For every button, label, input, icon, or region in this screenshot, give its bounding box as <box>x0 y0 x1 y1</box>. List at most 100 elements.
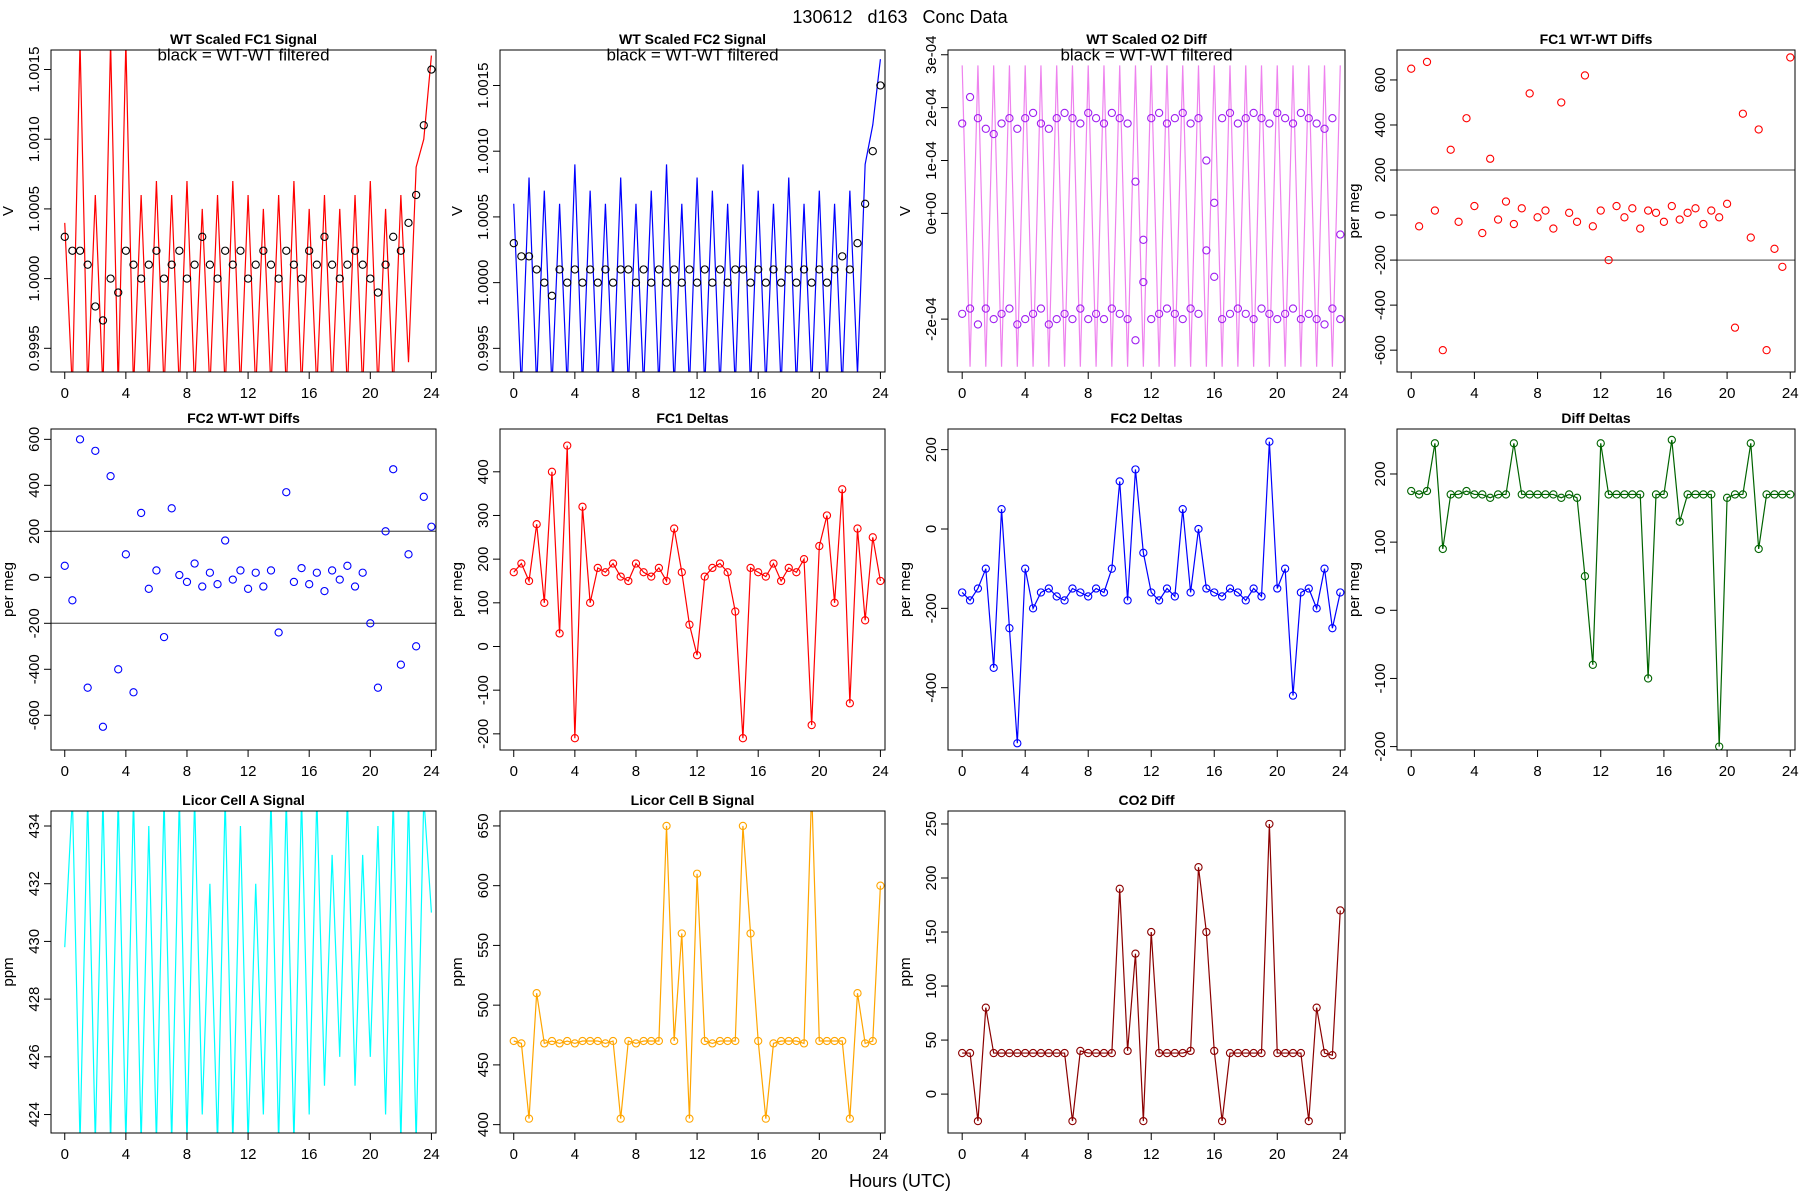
data-point <box>517 1039 526 1048</box>
data-point <box>1131 465 1140 474</box>
data-point <box>1509 439 1519 448</box>
data-point <box>1131 177 1140 186</box>
data-point <box>585 598 595 607</box>
data-point <box>274 628 283 637</box>
data-point <box>358 260 367 269</box>
data-point <box>1021 314 1030 324</box>
data-point <box>715 559 725 568</box>
y-tick-label: -600 <box>26 700 43 730</box>
data-point <box>1438 346 1447 355</box>
data-point <box>396 660 406 669</box>
data-point <box>808 786 815 793</box>
data-point <box>1730 323 1740 332</box>
data-point <box>1691 204 1700 213</box>
x-tick-label: 4 <box>122 385 130 402</box>
y-tick-label: 300 <box>475 503 492 528</box>
data-point <box>1746 439 1755 448</box>
data-point <box>708 1039 717 1048</box>
y-axis-label: per meg <box>0 562 17 617</box>
data-point <box>563 441 572 450</box>
data-point <box>1068 314 1077 324</box>
y-tick-label: 200 <box>26 519 43 544</box>
data-point <box>320 232 329 241</box>
data-point <box>358 568 367 577</box>
data-point <box>1486 154 1495 163</box>
data-point <box>1210 1046 1219 1056</box>
data-point <box>700 572 709 581</box>
data-point <box>1707 490 1716 499</box>
data-point <box>1786 53 1795 62</box>
panel: WT Scaled FC2 Signal V 0 4 8 12 16 20 24 0.9995 1.… <box>449 31 889 402</box>
data-point <box>83 260 92 269</box>
y-tick-label: 1.0005 <box>475 194 492 240</box>
data-point <box>152 566 161 575</box>
y-tick-label: 0 <box>26 573 43 581</box>
data-point <box>389 232 398 241</box>
x-tick-label: 16 <box>1206 1146 1223 1163</box>
data-line <box>1410 439 1791 747</box>
data-point <box>129 260 138 269</box>
x-tick-label: 8 <box>632 385 640 402</box>
data-point <box>1533 490 1542 499</box>
x-tick-label: 20 <box>1719 763 1736 780</box>
data-point <box>1675 517 1684 526</box>
panel-title: FC2 WT-WT Diffs <box>187 410 300 426</box>
x-tick-label: 24 <box>423 1146 440 1163</box>
data-point <box>685 265 694 274</box>
data-point <box>1202 156 1211 165</box>
y-tick-label: 0.9995 <box>26 325 43 371</box>
data-point <box>114 288 123 297</box>
data-point <box>1139 548 1148 557</box>
data-point <box>1099 1048 1109 1058</box>
data-point <box>1296 1048 1306 1058</box>
data-point <box>236 566 245 575</box>
y-tick-label: -200 <box>475 719 492 749</box>
annotation: black = WT-WT filtered <box>157 45 329 64</box>
data-point <box>997 1048 1006 1058</box>
plot-frame <box>499 428 886 751</box>
data-point <box>1462 114 1471 123</box>
data-point <box>411 190 421 200</box>
data-point <box>708 278 717 287</box>
data-point <box>1005 114 1014 123</box>
data-point <box>799 265 809 274</box>
data-point <box>1336 230 1345 239</box>
data-point <box>1021 564 1030 573</box>
data-point <box>555 629 564 638</box>
data-point <box>243 584 253 593</box>
data-point <box>662 821 671 831</box>
data-point <box>532 265 541 274</box>
data-point <box>1628 490 1637 499</box>
y-axis-label: V <box>897 206 914 216</box>
data-point <box>631 1039 641 1048</box>
data-point <box>989 314 998 324</box>
data-point <box>221 536 230 545</box>
data-point <box>965 1048 975 1058</box>
x-tick-label: 24 <box>423 763 440 780</box>
y-tick-label: 432 <box>26 871 43 896</box>
data-point <box>692 869 702 878</box>
data-point <box>1060 596 1069 605</box>
y-tick-label: 500 <box>475 993 492 1018</box>
y-tick-label: 1.0000 <box>475 260 492 306</box>
data-point <box>1525 89 1534 98</box>
data-point <box>1068 114 1077 123</box>
data-point <box>570 265 580 274</box>
y-tick-label: 430 <box>26 929 43 954</box>
y-tick-label: 0 <box>923 1090 940 1098</box>
data-point <box>1296 108 1306 118</box>
data-point <box>981 564 990 573</box>
y-tick-label: -2e-04 <box>923 297 940 340</box>
y-tick-label: 1.0015 <box>26 47 43 93</box>
data-point <box>1013 320 1022 329</box>
data-point <box>1021 114 1030 123</box>
data-point <box>1139 277 1148 287</box>
data-point <box>1517 204 1526 213</box>
data-point <box>1084 592 1093 601</box>
x-tick-label: 20 <box>811 385 828 402</box>
data-point <box>1265 437 1274 446</box>
data-point <box>1107 564 1116 573</box>
data-point <box>853 524 862 533</box>
plot-frame <box>499 810 886 1134</box>
data-point <box>243 274 253 283</box>
